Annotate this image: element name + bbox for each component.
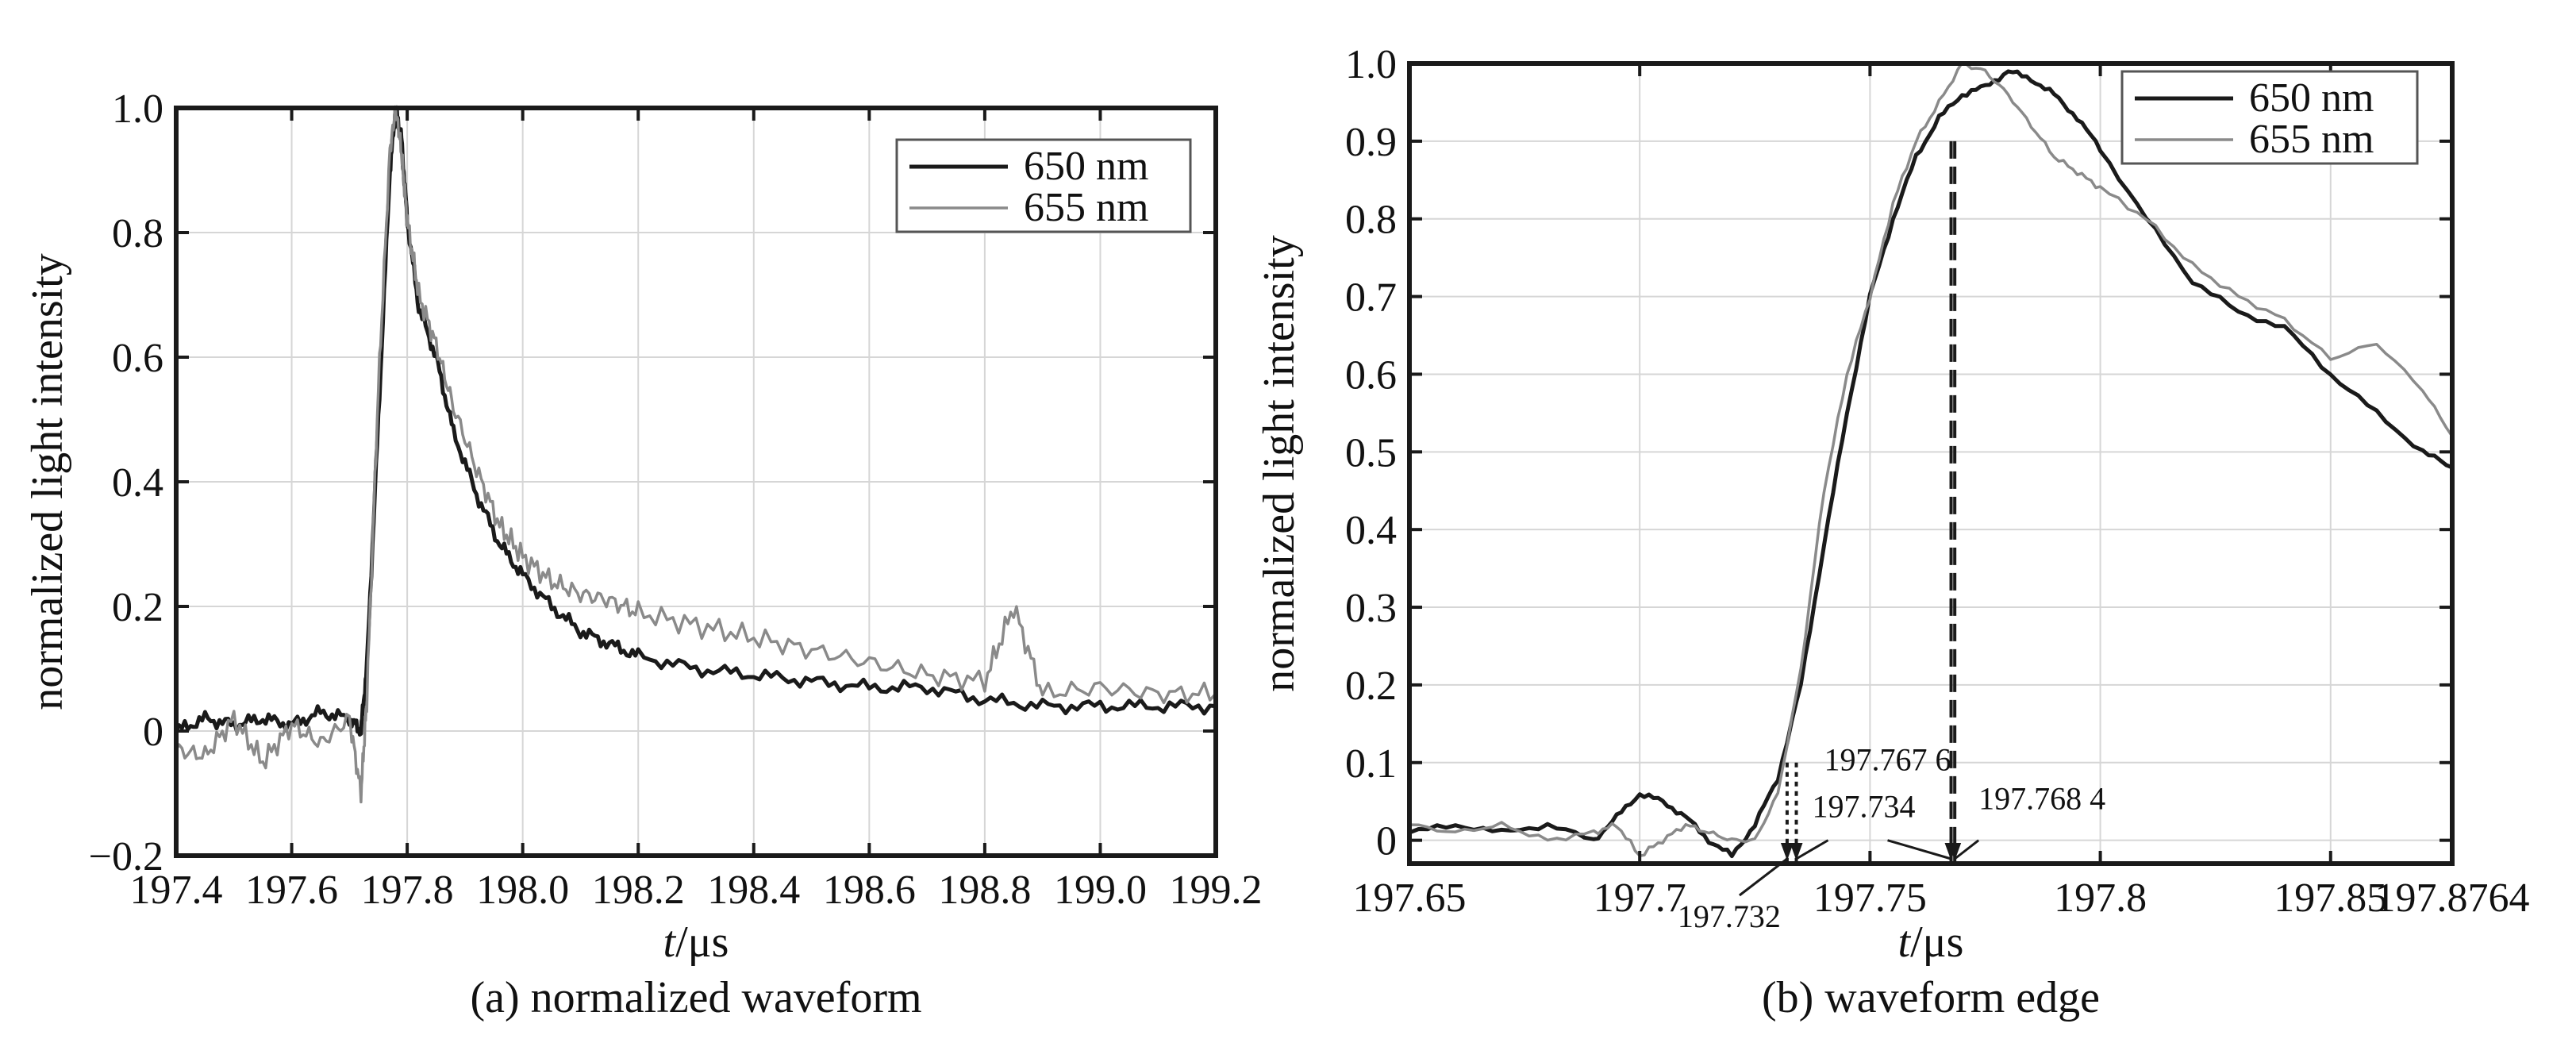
panel-b-x-axis-label: t/μs xyxy=(1898,918,1964,967)
x-tick-label: 199.2 xyxy=(1170,868,1263,913)
x-tick-label: 198.2 xyxy=(592,868,685,913)
panel-a-series xyxy=(174,105,1217,804)
y-tick-label: 0.2 xyxy=(1345,664,1397,709)
annotation-arrowhead xyxy=(1948,843,1962,860)
panel-b-annotations: 197.732 197.734 197.767 6 197.768 4 xyxy=(1678,140,2105,934)
y-tick-label: 1.0 xyxy=(112,87,163,132)
x-tick-label: 197.8 xyxy=(2054,875,2147,921)
legend-label: 650 nm xyxy=(1024,144,1148,189)
y-tick-label: 0.9 xyxy=(1345,120,1397,165)
panel-a-chart: 197.4 197.6 197.8 198.0 198.2 198.4 198.6 198.8… xyxy=(23,87,1263,1022)
y-tick-label: 0.6 xyxy=(1345,352,1397,398)
legend-box xyxy=(895,138,1192,233)
x-tick-label: 197.75 xyxy=(1813,875,1927,921)
series-line-650-nm xyxy=(174,105,1217,737)
panel-a-caption: (a) normalized waveform xyxy=(470,973,921,1022)
y-tick-label: −0.2 xyxy=(89,834,163,879)
legend-label: 650 nm xyxy=(2249,75,2374,121)
panel-a-x-axis-label: t/μs xyxy=(663,918,729,967)
y-tick-label: 0.5 xyxy=(1345,430,1397,475)
y-tick-label: 0.3 xyxy=(1345,586,1397,631)
annotation-label: 197.734 xyxy=(1813,788,1916,824)
series-line-655-nm xyxy=(175,105,1217,804)
x-tick-label: 199.0 xyxy=(1054,868,1147,913)
panel-b-y-axis-label: normalized light intensity xyxy=(1255,235,1304,691)
y-tick-label: 1.0 xyxy=(1345,42,1397,87)
panel-a-y-axis-label: normalized light intensity xyxy=(23,253,72,710)
y-tick-label: 0.2 xyxy=(112,585,163,630)
x-tick-label: 197.8764 xyxy=(2375,875,2530,921)
panel-a-ticks: 197.4 197.6 197.8 198.0 198.2 198.4 198.6 198.8… xyxy=(89,87,1263,913)
x-tick-label: 197.7 xyxy=(1594,875,1686,921)
y-tick-label: 0 xyxy=(1376,819,1397,864)
legend-label: 655 nm xyxy=(1024,185,1148,230)
series-line-655-nm xyxy=(1409,61,2454,857)
y-tick-label: 0.4 xyxy=(1345,508,1397,553)
x-tick-label: 198.0 xyxy=(476,868,569,913)
annotation-label: 197.732 xyxy=(1678,899,1781,934)
annotation-label: 197.768 4 xyxy=(1978,780,2105,816)
x-tick-label: 197.6 xyxy=(245,868,338,913)
y-tick-label: 0.8 xyxy=(112,211,163,256)
x-tick-label: 197.85 xyxy=(2274,875,2387,921)
y-tick-label: 0.1 xyxy=(1345,741,1397,787)
annotation-label: 197.767 6 xyxy=(1824,742,1951,778)
y-tick-label: 0.8 xyxy=(1345,198,1397,243)
annotation-arrow xyxy=(1795,839,1829,860)
annotation-arrowhead xyxy=(1780,843,1794,860)
x-tick-label: 197.4 xyxy=(130,868,223,913)
legend-label: 655 nm xyxy=(2249,117,2374,162)
legend-box xyxy=(2120,70,2419,165)
panel-b-series xyxy=(1409,61,2454,859)
x-tick-label: 197.65 xyxy=(1353,875,1467,921)
annotation-arrow xyxy=(1887,839,1951,860)
x-tick-label: 198.8 xyxy=(938,868,1031,913)
y-tick-label: 0 xyxy=(143,710,163,755)
x-tick-label: 197.8 xyxy=(361,868,454,913)
annotation-arrow xyxy=(1954,839,1980,860)
y-tick-label: 0.6 xyxy=(112,336,163,381)
x-tick-label: 198.6 xyxy=(823,868,916,913)
series-line-650-nm xyxy=(1409,69,2453,859)
x-tick-label: 198.4 xyxy=(707,868,800,913)
panel-b-caption: (b) waveform edge xyxy=(1762,973,2100,1022)
y-tick-label: 0.7 xyxy=(1345,275,1397,321)
panel-b-plot-frame xyxy=(1407,61,2455,866)
annotation-arrowhead xyxy=(1790,843,1803,860)
y-tick-label: 0.4 xyxy=(112,460,163,506)
